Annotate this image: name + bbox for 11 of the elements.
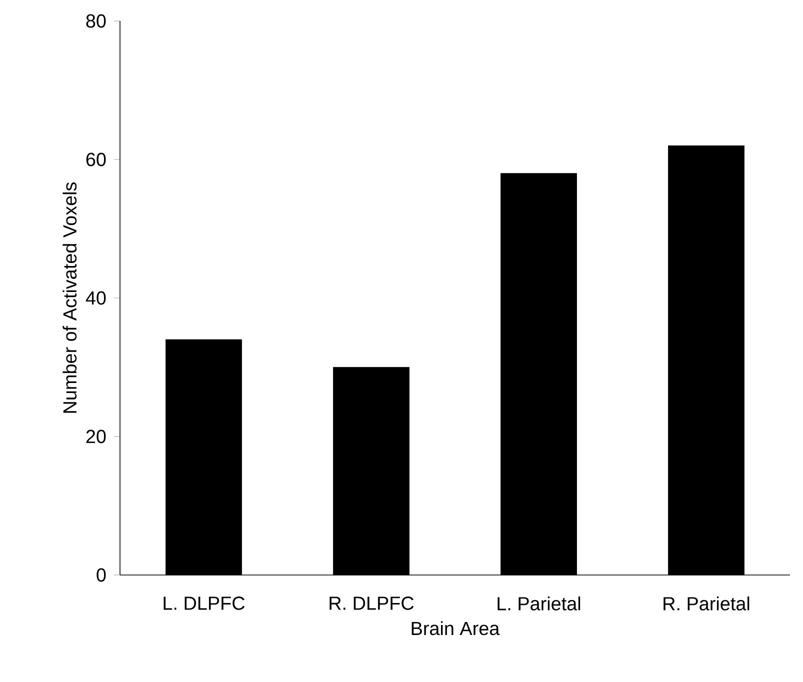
y-tick-label: 80 (86, 14, 106, 28)
x-tick-label: R. Parietal (664, 596, 750, 610)
x-axis-title: Brain Area (412, 621, 500, 636)
x-tick-label: R. DLPFC (330, 596, 414, 610)
y-tick-label: 0 (96, 568, 106, 582)
x-tick-label: L. Parietal (498, 596, 580, 610)
y-tick-label: 40 (86, 291, 106, 305)
y-tick-label: 60 (86, 152, 106, 166)
x-tick-label: L. DLPFC (164, 596, 245, 610)
y-axis-title: Number of Activated Voxels (62, 182, 77, 413)
y-tick-label: 20 (86, 430, 106, 444)
